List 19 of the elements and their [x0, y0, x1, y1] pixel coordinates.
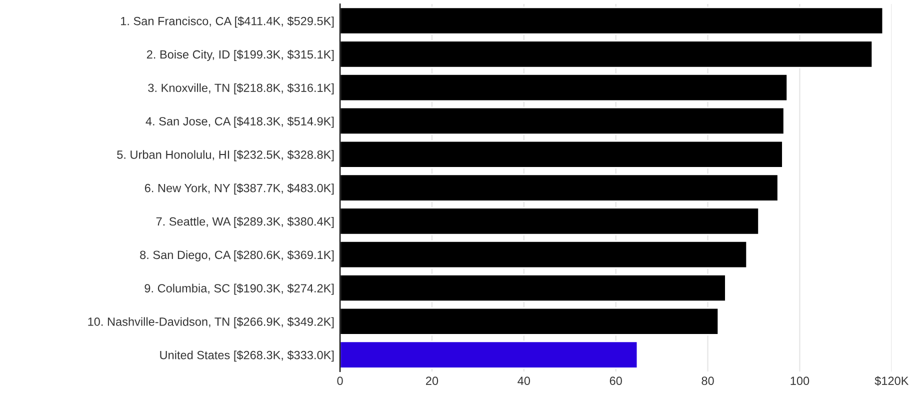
bar	[340, 340, 638, 369]
x-tick-label: 80	[702, 376, 714, 386]
x-tick-label: 20	[426, 376, 438, 386]
x-tick-label: 100	[790, 376, 810, 386]
y-tick-label: 7. Seattle, WA [$289.3K, $380.4K]	[156, 216, 334, 228]
y-tick-label: 2. Boise City, ID [$199.3K, $315.1K]	[146, 50, 334, 61]
y-tick-label: 8. San Diego, CA [$280.6K, $369.1K]	[140, 250, 334, 262]
x-tick-label: 60	[610, 376, 622, 386]
y-tick-label: United States [$268.3K, $333.0K]	[160, 350, 334, 362]
x-tick-label: $120K	[874, 376, 909, 386]
y-tick-label: 6. New York, NY [$387.7K, $483.0K]	[144, 183, 334, 195]
y-tick-label: 5. Urban Honolulu, HI [$232.5K, $328.8K]	[117, 150, 334, 162]
y-tick-label: 4. San Jose, CA [$418.3K, $514.9K]	[146, 116, 334, 128]
y-tick-label: 3. Knoxville, TN [$218.8K, $316.1K]	[148, 83, 334, 94]
y-tick-label: 10. Nashville-Davidson, TN [$266.9K, $349.2K]	[88, 317, 334, 328]
y-tick-label: 1. San Francisco, CA [$411.4K, $529.5K]	[121, 16, 334, 28]
x-tick-label: 0	[337, 376, 343, 386]
x-tick-label: 40	[518, 376, 530, 386]
y-tick-label: 9. Columbia, SC [$190.3K, $274.2K]	[144, 284, 334, 295]
